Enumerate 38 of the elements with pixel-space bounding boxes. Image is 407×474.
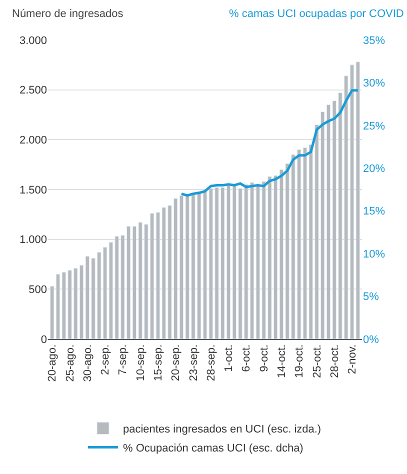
y2-tick-label: 0% — [363, 334, 380, 346]
y2-tick-label: 15% — [363, 206, 386, 218]
x-tick-label: 6-oct. — [240, 344, 253, 372]
y2-axis-title: % camas UCI ocupadas por COVID — [229, 8, 404, 20]
y-tick-label: 2.000 — [19, 134, 47, 147]
x-tick-label: 15-sep. — [152, 344, 165, 382]
x-tick-label: 1-oct. — [223, 344, 236, 372]
x-tick-label: 7-sep. — [117, 344, 130, 375]
x-tick-label: 23-sep. — [188, 344, 200, 382]
x-tick-label: 20-ago. — [46, 344, 59, 382]
x-tick-label: 2-sep. — [100, 344, 112, 375]
x-tick-label: 19-oct. — [294, 344, 306, 378]
y-tick-label: 0 — [40, 334, 47, 346]
y-tick-label: 500 — [28, 284, 47, 296]
x-tick-label: 28-oct. — [328, 344, 341, 378]
x-tick-label: 30-ago. — [82, 344, 94, 382]
x-tick-label: 14-oct. — [276, 344, 288, 378]
y2-tick-label: 35% — [363, 34, 386, 47]
x-tick-label: 2-nov. — [346, 344, 359, 374]
x-tick-label: 25-oct. — [311, 344, 324, 378]
y-tick-label: 1.000 — [19, 234, 47, 246]
y-axis-title: Número de ingresados — [12, 8, 124, 20]
y2-tick-label: 10% — [363, 248, 386, 260]
line-series — [180, 89, 360, 197]
legend-label: pacientes ingresados en UCI (esc. izda.) — [123, 424, 322, 436]
x-tick-label: 20-sep. — [170, 344, 182, 382]
y-tick-label: 2.500 — [19, 84, 47, 97]
x-tick-label: 28-sep. — [205, 344, 218, 382]
legend-label: % Ocupación camas UCI (esc. dcha) — [123, 442, 304, 455]
y2-tick-label: 25% — [363, 120, 386, 132]
x-tick-label: 10-sep. — [134, 344, 147, 382]
y2-tick-label: 5% — [363, 291, 380, 304]
y-tick-label: 1.500 — [19, 184, 47, 196]
x-tick-label: 25-ago. — [64, 344, 76, 382]
x-tick-label: 9-oct. — [258, 344, 270, 372]
y2-tick-label: 20% — [363, 162, 386, 175]
y2-tick-label: 30% — [363, 78, 386, 90]
y-tick-label: 3.000 — [19, 34, 47, 47]
